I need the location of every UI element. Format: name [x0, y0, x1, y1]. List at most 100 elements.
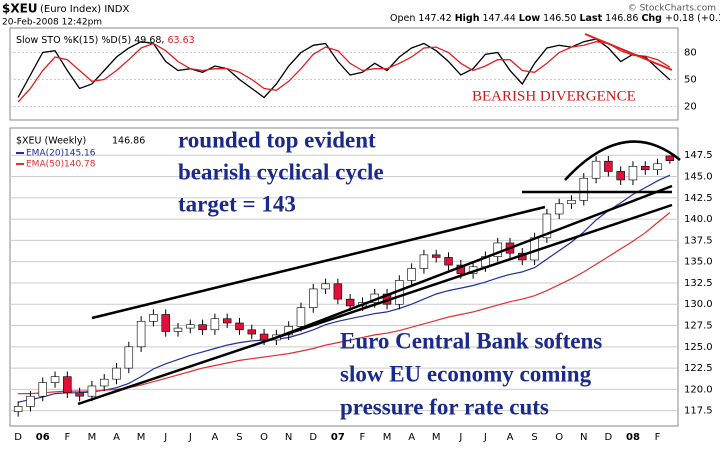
annotation: slow EU economy coming: [340, 361, 592, 386]
y-tick-label: 147.5: [684, 150, 713, 161]
stoch-line: [17, 38, 671, 99]
x-tick-label: A: [211, 432, 218, 443]
candle-body: [321, 283, 330, 290]
candle-body: [26, 395, 35, 407]
stoch-frame: [9, 27, 679, 121]
candle-body: [136, 320, 146, 348]
x-tick-label: 08: [626, 432, 640, 443]
value: +0.18: [665, 13, 694, 24]
candle-body: [259, 333, 269, 341]
y-tick-label: 132.5: [684, 278, 713, 289]
annotation: rounded top evident: [178, 127, 376, 152]
x-tick-label: M: [88, 432, 97, 443]
candle-body: [210, 318, 220, 331]
value: 147.42: [418, 13, 451, 24]
candle-body: [333, 283, 343, 300]
y-tick-label: 20: [684, 102, 697, 113]
candle-body: [444, 257, 453, 266]
x-tick-label: N: [285, 432, 292, 443]
x-tick-label: O: [555, 432, 563, 443]
trend-line: [91, 205, 546, 320]
candle-body: [542, 213, 552, 239]
candle-body: [616, 171, 625, 181]
y-tick-label: 125.0: [684, 342, 713, 353]
credit: © StockCharts.com: [628, 4, 716, 14]
x-tick-label: 07: [331, 432, 345, 443]
y-tick-label: 80: [684, 48, 697, 59]
y-tick-label: 130.0: [684, 299, 713, 310]
x-tick-label: M: [383, 432, 392, 443]
candle-body: [407, 268, 416, 281]
stoch-line: [17, 41, 671, 103]
x-tick-label: S: [236, 432, 242, 443]
candle-body: [641, 166, 650, 171]
candle-body: [222, 318, 232, 324]
candle-body: [75, 392, 84, 397]
rounded-top: [564, 140, 681, 181]
candle-body: [247, 329, 257, 335]
y-tick-label: 127.5: [684, 321, 713, 332]
candle-body: [173, 327, 183, 332]
label: High: [455, 13, 480, 24]
legend-value: 145.16: [64, 149, 96, 159]
annotation: BEARISH DIVERGENCE: [472, 88, 636, 104]
candle-body: [579, 177, 589, 201]
candle-body: [186, 324, 195, 329]
value: 146.50: [543, 13, 576, 24]
candle-body: [345, 298, 355, 307]
stoch-title: Slow STO %K(15) %D(5) 49.68, 63.63: [16, 35, 195, 46]
candle-body: [161, 314, 170, 332]
candle-body: [13, 406, 23, 412]
y-tick-label: 135.0: [684, 257, 713, 268]
candle-body: [87, 385, 97, 397]
x-tick-label: N: [580, 432, 587, 443]
candle-body: [63, 376, 72, 394]
x-tick-label: O: [260, 432, 268, 443]
candle-body: [653, 163, 662, 171]
x-tick-label: F: [64, 432, 70, 443]
label: Low: [519, 13, 541, 24]
candle-body: [198, 324, 207, 331]
y-tick-label: 145.0: [684, 172, 713, 183]
annotation: pressure for rate cuts: [340, 394, 549, 419]
k-value: 49.68: [134, 35, 161, 46]
annotation: target = 143: [178, 191, 296, 216]
x-tick-label: F: [360, 432, 366, 443]
candle-body: [591, 160, 601, 179]
candle-body: [493, 242, 502, 257]
candle-body: [431, 254, 441, 258]
x-tick-label: A: [408, 432, 415, 443]
y-tick-label: 140.0: [684, 214, 713, 225]
x-tick-label: J: [458, 432, 462, 443]
indicator-name: Slow STO %K(15) %D(5): [16, 35, 131, 46]
x-tick-label: D: [14, 432, 22, 443]
candle-body: [50, 376, 60, 383]
x-tick-label: M: [137, 432, 146, 443]
annotation: Euro Central Bank softens: [340, 328, 602, 353]
x-tick-label: A: [113, 432, 120, 443]
y-tick-label: 122.5: [684, 363, 713, 374]
x-tick-label: D: [605, 432, 613, 443]
x-tick-label: J: [188, 432, 192, 443]
label: Last: [579, 13, 602, 24]
index-name: (Euro Index) INDX: [40, 4, 129, 15]
candle-body: [112, 367, 121, 380]
price-frame: [9, 127, 679, 427]
candle-body: [628, 166, 638, 181]
value: 146.86: [605, 13, 638, 24]
x-tick-label: J: [163, 432, 167, 443]
candle-body: [99, 378, 109, 387]
candle-body: [38, 382, 47, 397]
trend-line: [77, 203, 673, 406]
annotations: [77, 33, 681, 406]
candle-body: [235, 322, 244, 331]
label: Chg: [641, 13, 662, 24]
candle-body: [296, 307, 306, 327]
symbol: $XEU: [2, 2, 38, 16]
x-tick-label: J: [483, 432, 487, 443]
divergence-line: [584, 33, 673, 71]
candle-body: [124, 346, 134, 369]
legend-value: 140.78: [64, 160, 96, 170]
trend-line: [269, 184, 673, 342]
ema-line: [17, 174, 671, 403]
